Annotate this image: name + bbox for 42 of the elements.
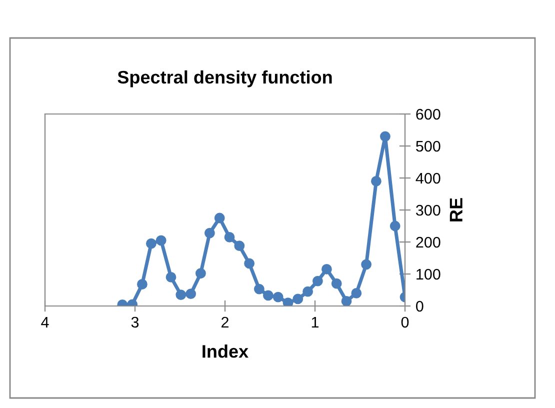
point [282, 298, 294, 306]
y-tick-label: 200 [416, 236, 440, 248]
point [380, 131, 390, 142]
point [214, 212, 225, 224]
x-tick-label: 1 [312, 316, 319, 328]
point [234, 240, 245, 252]
point [272, 292, 284, 302]
point [292, 294, 304, 304]
y-tick-label: 500 [416, 140, 440, 152]
y-tick-label: 400 [416, 172, 440, 184]
y-tick-label: 300 [416, 204, 440, 216]
x-axis-title: Index [202, 344, 248, 358]
point [224, 232, 235, 242]
point [262, 290, 274, 301]
point [166, 272, 176, 282]
chart-title: Spectral density function [118, 70, 332, 88]
point [136, 279, 148, 290]
y-axis-title: RE [450, 198, 462, 222]
point [341, 296, 352, 306]
point [176, 290, 186, 300]
point [312, 276, 323, 286]
point [302, 286, 314, 297]
x-tick-label: 2 [222, 316, 228, 328]
point [186, 288, 196, 300]
x-tick-label: 0 [401, 316, 409, 328]
point [254, 284, 264, 294]
point [146, 238, 156, 249]
point [195, 268, 206, 279]
point [351, 288, 362, 298]
point [244, 258, 255, 269]
y-tick-label: 0 [416, 300, 424, 312]
point [321, 264, 332, 274]
point [204, 228, 215, 238]
point [390, 220, 400, 232]
y-tick-label: 100 [416, 268, 440, 280]
point [156, 235, 166, 246]
x-tick-label: 3 [131, 316, 139, 328]
point [331, 278, 342, 289]
y-tick-label: 600 [416, 108, 440, 120]
x-tick-label: 4 [41, 316, 49, 328]
point [361, 259, 372, 270]
point [370, 176, 382, 186]
